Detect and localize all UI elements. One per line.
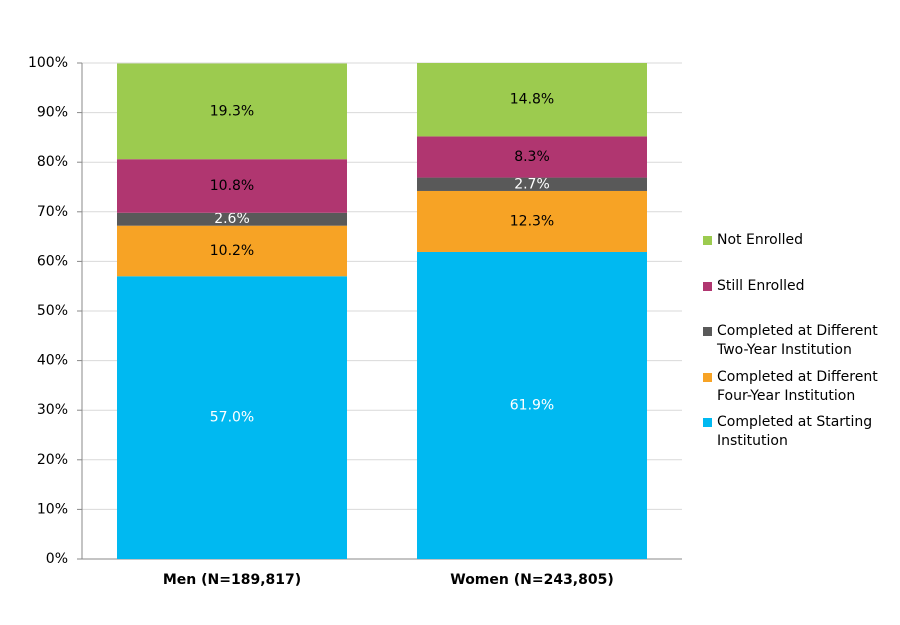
data-label: 19.3% bbox=[210, 103, 254, 119]
y-tick-label: 20% bbox=[37, 452, 68, 468]
bar-segment bbox=[417, 251, 647, 559]
y-tick-label: 90% bbox=[37, 105, 68, 121]
bar-segment bbox=[117, 225, 347, 277]
y-tick-label: 80% bbox=[37, 154, 68, 170]
legend-swatch bbox=[703, 327, 712, 336]
data-label: 10.2% bbox=[210, 243, 254, 259]
data-label: 12.3% bbox=[510, 213, 554, 229]
legend-swatch bbox=[703, 281, 712, 291]
legend-item: Completed at Different Two-Year Institut… bbox=[703, 322, 893, 360]
data-label: 8.3% bbox=[514, 149, 550, 165]
legend-item: Not Enrolled bbox=[703, 231, 893, 250]
y-tick-label: 0% bbox=[46, 551, 68, 567]
bar-segment bbox=[417, 63, 647, 137]
y-tick-label: 30% bbox=[37, 402, 68, 418]
y-tick-label: 60% bbox=[37, 253, 68, 269]
legend-item: Still Enrolled bbox=[703, 277, 893, 296]
x-tick-label: Men (N=189,817) bbox=[163, 572, 301, 588]
y-tick-label: 10% bbox=[37, 501, 68, 517]
legend-swatch bbox=[703, 372, 712, 382]
data-label: 2.7% bbox=[514, 176, 550, 192]
legend-swatch bbox=[703, 418, 712, 427]
legend-label: Completed at Starting Institution bbox=[717, 414, 873, 449]
legend-item: Completed at Starting Institution bbox=[703, 413, 893, 451]
bar-segment bbox=[417, 136, 647, 178]
bar-segment bbox=[117, 159, 347, 213]
y-tick-label: 70% bbox=[37, 204, 68, 220]
y-tick-label: 100% bbox=[28, 55, 68, 71]
x-tick-label: Women (N=243,805) bbox=[450, 572, 614, 588]
legend-swatch bbox=[703, 236, 712, 245]
data-label: 57.0% bbox=[210, 410, 254, 426]
y-tick-label: 50% bbox=[37, 303, 68, 319]
bar-segment bbox=[117, 63, 347, 160]
data-label: 14.8% bbox=[510, 92, 554, 108]
data-label: 2.6% bbox=[214, 211, 250, 227]
bar-segment bbox=[417, 177, 647, 191]
data-label: 61.9% bbox=[510, 397, 554, 413]
legend-label: Completed at Different Four-Year Institu… bbox=[717, 368, 878, 404]
legend-label: Still Enrolled bbox=[717, 277, 805, 294]
data-label: 10.8% bbox=[210, 178, 254, 194]
legend-label: Not Enrolled bbox=[717, 232, 803, 248]
bar-segment bbox=[117, 276, 347, 559]
legend-label: Completed at Different Two-Year Institut… bbox=[717, 323, 878, 358]
bar-segment bbox=[417, 190, 647, 252]
legend-item: Completed at Different Four-Year Institu… bbox=[703, 368, 893, 406]
bar-segment bbox=[117, 212, 347, 226]
y-tick-label: 40% bbox=[37, 353, 68, 369]
